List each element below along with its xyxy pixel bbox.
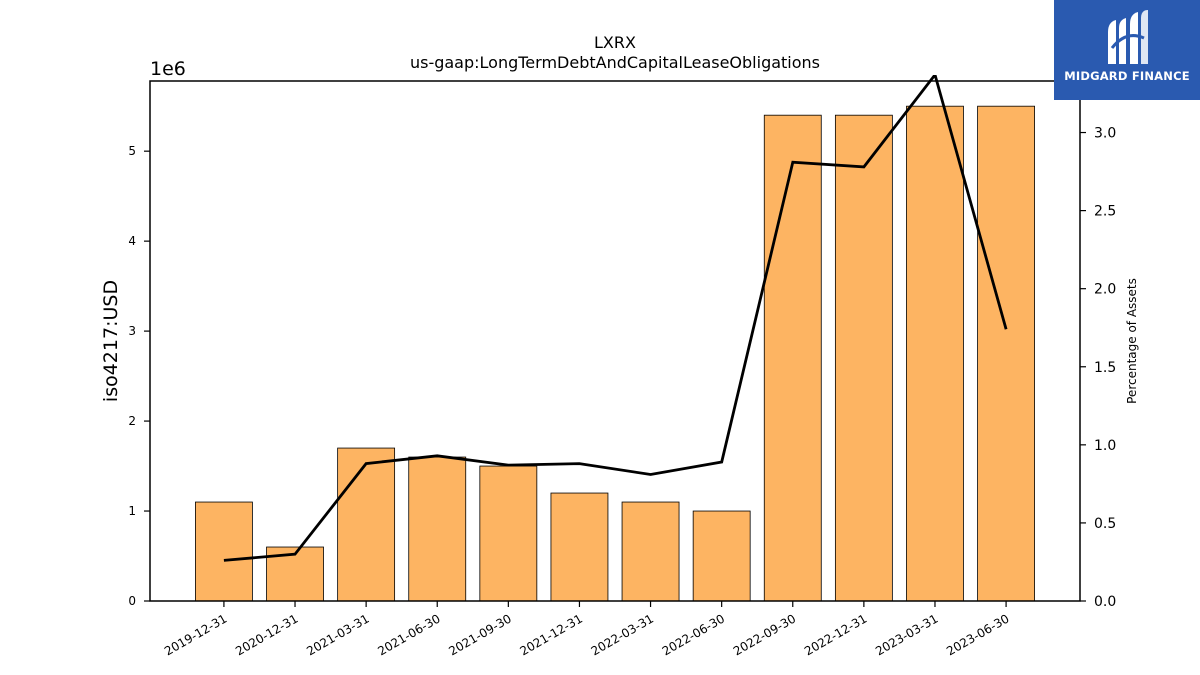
bar [408,456,467,602]
plot-frame [149,80,1081,602]
chart-subtitle: us-gaap:LongTermDebtAndCapitalLeaseOblig… [410,53,820,72]
bar [906,105,964,602]
chart-title: LXRX [594,33,636,52]
y2-tick-label: 1.5 [1094,360,1116,376]
bar [195,501,253,602]
x-tick-label: 2020-12-31 [233,611,300,658]
midgard-logo-icon [1108,10,1148,64]
y-tick-label: 1 [128,504,136,518]
bar [479,465,538,602]
x-tick-label: 2022-12-31 [802,611,869,658]
bar [763,114,822,602]
y2-tick-label: 0.5 [1094,516,1116,532]
y2-tick-label: 0.0 [1094,594,1116,610]
y-offset-label: 1e6 [150,58,186,80]
bar [550,492,609,602]
bar [977,105,1035,602]
x-tick-label: 2021-09-30 [446,611,513,658]
y2-tick-label: 2.5 [1094,204,1116,220]
y-tick-label: 5 [128,144,136,158]
x-tick-label: 2022-06-30 [660,611,727,658]
y-tick-label: 4 [128,234,136,248]
x-tick-label: 2022-09-30 [731,611,798,658]
x-tick-label: 2022-03-31 [589,611,656,658]
bar [692,510,751,602]
logo-text: MIDGARD FINANCE [1064,69,1190,83]
x-tick-label: 2023-06-30 [944,611,1011,658]
bar [834,114,893,602]
y2-tick-label: 2.0 [1094,282,1116,298]
x-tick-label: 2023-03-31 [873,611,940,658]
logo: MIDGARD FINANCE [1054,0,1200,100]
y2-tick-label: 3.0 [1094,126,1116,142]
y2-axis-label: Percentage of Assets [1125,278,1139,404]
y-tick-label: 3 [128,324,136,338]
y-tick-label: 0 [128,594,136,608]
x-tick-label: 2021-03-31 [304,611,371,658]
bar [337,447,396,602]
x-tick-label: 2021-12-31 [518,611,585,658]
series-line [223,75,1008,562]
bar [621,501,680,602]
y-tick-label: 2 [128,414,136,428]
x-tick-label: 2019-12-31 [162,611,229,658]
y-axis-label: iso4217:USD [100,280,122,402]
y2-tick-label: 1.0 [1094,438,1116,454]
x-tick-label: 2021-06-30 [375,611,442,658]
